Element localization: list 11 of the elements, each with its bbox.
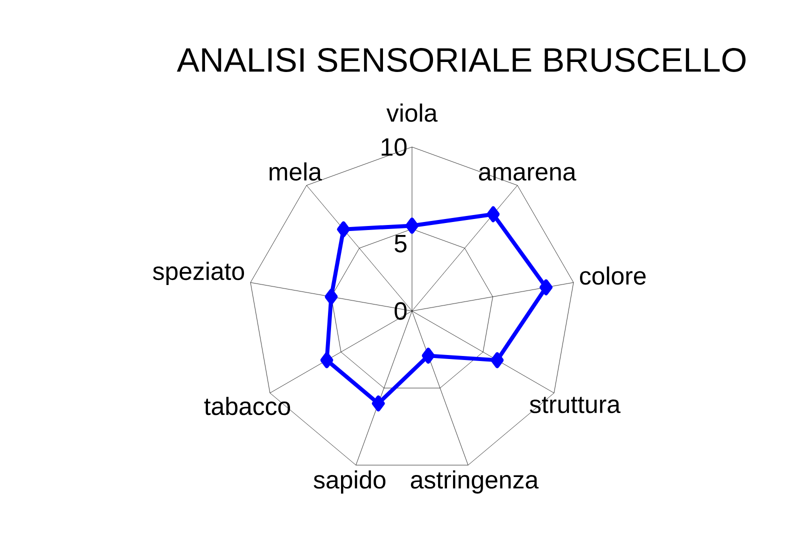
spoke-label: colore — [580, 266, 646, 285]
spoke-label: sapido — [314, 470, 386, 494]
chart-title: ANALISI SENSORIALE BRUSCELLO — [176, 48, 746, 72]
spoke-label: mela — [270, 162, 322, 181]
spoke-label: tabacco — [204, 396, 290, 416]
spoke-label: astringenza — [410, 470, 539, 494]
spoke-label: speziato — [152, 262, 244, 285]
y-tick-label: 5 — [394, 235, 406, 252]
y-tick-label: 10 — [382, 138, 407, 156]
spoke-label: struttura — [530, 396, 621, 414]
spoke-label: viola — [386, 104, 438, 122]
